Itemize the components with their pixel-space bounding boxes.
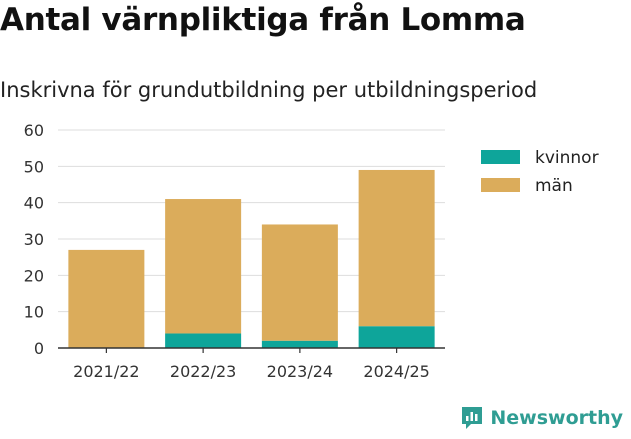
bar-segment-kvinnor xyxy=(358,326,435,348)
x-tick-label: 2021/22 xyxy=(73,362,139,381)
y-tick-label: 50 xyxy=(24,157,44,176)
x-tick-label: 2023/24 xyxy=(267,362,333,381)
bar-segment-kvinnor xyxy=(261,340,338,348)
newsworthy-logo-icon xyxy=(462,407,483,429)
chart-subtitle: Inskrivna för grundutbildning per utbild… xyxy=(0,78,538,102)
brand-name: Newsworthy xyxy=(490,407,623,429)
x-tick-label: 2024/25 xyxy=(363,362,429,381)
y-tick-label: 40 xyxy=(24,194,44,213)
bar-segment-kvinnor xyxy=(165,333,242,348)
y-tick-label: 10 xyxy=(24,303,44,322)
bar-segment-man xyxy=(165,199,242,334)
legend-swatch xyxy=(481,178,520,192)
x-tick-label: 2022/23 xyxy=(170,362,236,381)
bar-segment-man xyxy=(261,224,338,341)
legend-swatch xyxy=(481,150,520,164)
bar-segment-man xyxy=(68,249,145,348)
y-tick-label: 60 xyxy=(24,121,44,140)
bar-segment-man xyxy=(358,169,435,327)
newsworthy-brand: Newsworthy xyxy=(460,405,623,431)
y-tick-label: 20 xyxy=(24,266,44,285)
legend-label: kvinnor xyxy=(535,148,599,168)
y-tick-label: 30 xyxy=(24,230,44,249)
chart-title: Antal värnpliktiga från Lomma xyxy=(0,2,526,38)
y-tick-label: 0 xyxy=(34,339,44,358)
legend-label: män xyxy=(535,176,573,196)
